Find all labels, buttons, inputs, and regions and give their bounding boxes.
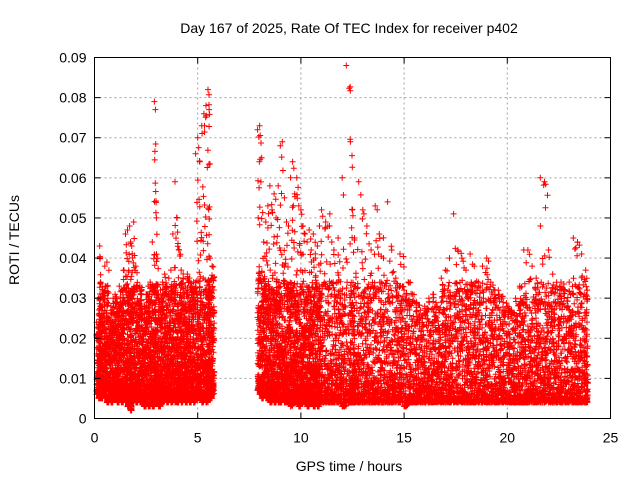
x-tick-label: 10: [293, 430, 309, 446]
y-tick-label: 0.08: [59, 90, 86, 106]
plot-frame: [94, 57, 611, 419]
x-tick-label: 15: [396, 430, 412, 446]
y-tick-label: 0.01: [59, 370, 86, 386]
y-tick-label: 0.07: [59, 130, 86, 146]
x-axis: 0 5 10 15 20 25: [91, 57, 619, 446]
y-axis: 0 0.01 0.02 0.03 0.04 0.05 0.06 0.07 0.08 0.09: [59, 50, 611, 427]
y-axis-label: ROTI / TECUs: [6, 195, 22, 285]
x-tick-label: 0: [91, 430, 99, 446]
y-tick-label: 0: [79, 411, 87, 427]
y-tick-label: 0.06: [59, 170, 86, 186]
y-tick-label: 0.02: [59, 330, 86, 346]
chart-title: Day 167 of 2025, Rate Of TEC Index for r…: [180, 20, 518, 36]
roti-data-markers: [93, 62, 591, 414]
y-tick-label: 0.03: [59, 290, 86, 306]
y-tick-label: 0.09: [59, 50, 86, 66]
data-points: [93, 62, 591, 414]
x-axis-label: GPS time / hours: [296, 458, 403, 474]
y-tick-label: 0.05: [59, 210, 86, 226]
x-tick-label: 20: [500, 430, 516, 446]
x-tick-label: 25: [603, 430, 619, 446]
y-tick-label: 0.04: [59, 250, 86, 266]
x-tick-label: 5: [194, 430, 202, 446]
